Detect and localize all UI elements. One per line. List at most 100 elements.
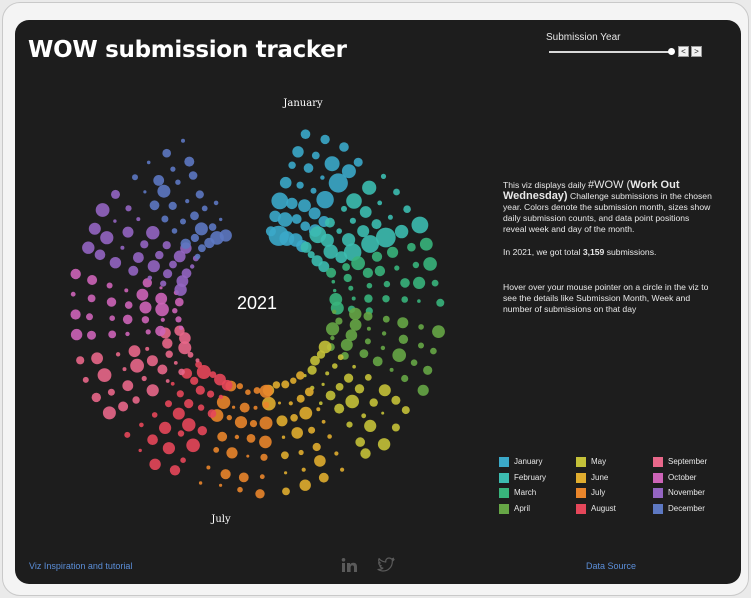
submission-dot[interactable]	[246, 454, 250, 458]
submission-dot[interactable]	[292, 146, 304, 158]
submission-dot[interactable]	[346, 421, 353, 428]
submission-dot[interactable]	[194, 253, 201, 260]
submission-dot[interactable]	[175, 316, 182, 323]
submission-dot[interactable]	[391, 395, 401, 405]
submission-dot[interactable]	[337, 354, 344, 361]
submission-dot[interactable]	[387, 246, 399, 258]
submission-dot[interactable]	[407, 242, 416, 252]
legend-item-february[interactable]: February	[499, 472, 546, 485]
submission-dot[interactable]	[423, 365, 433, 375]
submission-dot[interactable]	[362, 180, 377, 195]
submission-dot[interactable]	[219, 229, 232, 242]
submission-dot[interactable]	[165, 350, 173, 358]
submission-dot[interactable]	[171, 228, 178, 234]
twitter-icon[interactable]	[377, 557, 395, 573]
submission-dot[interactable]	[161, 215, 169, 223]
submission-dot[interactable]	[277, 212, 293, 227]
submission-dot[interactable]	[198, 481, 203, 485]
submission-dot[interactable]	[190, 233, 199, 243]
submission-dot[interactable]	[319, 401, 323, 406]
submission-dot[interactable]	[124, 301, 133, 309]
submission-dot[interactable]	[345, 329, 358, 342]
submission-dot[interactable]	[115, 352, 121, 357]
submission-dot[interactable]	[220, 469, 231, 480]
legend-item-june[interactable]: June	[576, 472, 608, 485]
submission-dot[interactable]	[195, 361, 203, 368]
submission-dot[interactable]	[140, 240, 149, 249]
submission-dot[interactable]	[207, 409, 217, 418]
submission-dot[interactable]	[136, 288, 149, 301]
submission-dot[interactable]	[182, 418, 196, 432]
submission-dot[interactable]	[387, 214, 393, 220]
submission-dot[interactable]	[136, 217, 141, 222]
submission-dot[interactable]	[301, 467, 306, 472]
submission-dot[interactable]	[403, 205, 411, 213]
submission-dot[interactable]	[340, 338, 353, 351]
submission-dot[interactable]	[132, 174, 138, 181]
submission-dot[interactable]	[320, 134, 330, 145]
submission-dot[interactable]	[364, 374, 372, 381]
submission-dot[interactable]	[113, 219, 117, 223]
submission-dot[interactable]	[362, 267, 373, 278]
submission-dot[interactable]	[95, 203, 110, 217]
submission-dot[interactable]	[300, 221, 311, 231]
submission-dot[interactable]	[431, 279, 439, 287]
submission-dot[interactable]	[364, 338, 371, 345]
submission-dot[interactable]	[331, 279, 336, 284]
submission-dot[interactable]	[335, 317, 343, 325]
submission-dot[interactable]	[111, 189, 120, 199]
submission-dot[interactable]	[325, 390, 336, 401]
submission-dot[interactable]	[184, 156, 195, 167]
submission-dot[interactable]	[308, 207, 321, 220]
submission-dot[interactable]	[349, 307, 362, 321]
submission-dot[interactable]	[389, 367, 394, 372]
legend-item-january[interactable]: January	[499, 457, 542, 469]
submission-dot[interactable]	[160, 317, 165, 322]
submission-dot[interactable]	[332, 363, 338, 369]
submission-dot[interactable]	[155, 302, 169, 317]
submission-dot[interactable]	[360, 448, 371, 459]
submission-dot[interactable]	[324, 156, 340, 172]
submission-dot[interactable]	[246, 434, 256, 443]
submission-dot[interactable]	[412, 261, 420, 269]
submission-dot[interactable]	[321, 382, 325, 386]
submission-dot[interactable]	[381, 411, 385, 415]
submission-dot[interactable]	[432, 325, 445, 338]
submission-dot[interactable]	[259, 435, 272, 449]
submission-dot[interactable]	[430, 347, 437, 355]
submission-dot[interactable]	[178, 368, 185, 376]
submission-dot[interactable]	[180, 238, 191, 249]
submission-dot[interactable]	[128, 345, 141, 358]
submission-dot[interactable]	[143, 190, 147, 194]
submission-dot[interactable]	[130, 358, 144, 373]
submission-dot[interactable]	[125, 205, 132, 212]
submission-dot[interactable]	[332, 309, 337, 314]
submission-dot[interactable]	[316, 350, 326, 359]
submission-dot[interactable]	[124, 288, 129, 293]
submission-dot[interactable]	[91, 392, 102, 403]
legend-item-may[interactable]: May	[576, 457, 606, 469]
submission-dot[interactable]	[177, 430, 185, 437]
submission-dot[interactable]	[346, 193, 362, 209]
submission-dot[interactable]	[351, 296, 356, 301]
submission-dot[interactable]	[181, 138, 185, 143]
legend-item-september[interactable]: September	[653, 457, 707, 469]
submission-dot[interactable]	[290, 414, 298, 422]
submission-dot[interactable]	[394, 224, 409, 239]
submission-dot[interactable]	[70, 328, 83, 341]
submission-dot[interactable]	[146, 160, 151, 165]
submission-dot[interactable]	[304, 387, 314, 397]
submission-dot[interactable]	[226, 414, 232, 421]
submission-dot[interactable]	[157, 184, 171, 198]
submission-dot[interactable]	[272, 381, 281, 389]
submission-dot[interactable]	[401, 296, 409, 303]
submission-dot[interactable]	[142, 278, 152, 288]
submission-dot[interactable]	[239, 402, 250, 413]
legend-item-august[interactable]: August	[576, 503, 616, 516]
submission-dot[interactable]	[349, 319, 362, 331]
submission-dot[interactable]	[316, 407, 321, 412]
submission-dot[interactable]	[209, 371, 217, 378]
submission-dot[interactable]	[307, 365, 317, 375]
submission-dot[interactable]	[336, 228, 343, 234]
submission-dot[interactable]	[312, 442, 321, 452]
